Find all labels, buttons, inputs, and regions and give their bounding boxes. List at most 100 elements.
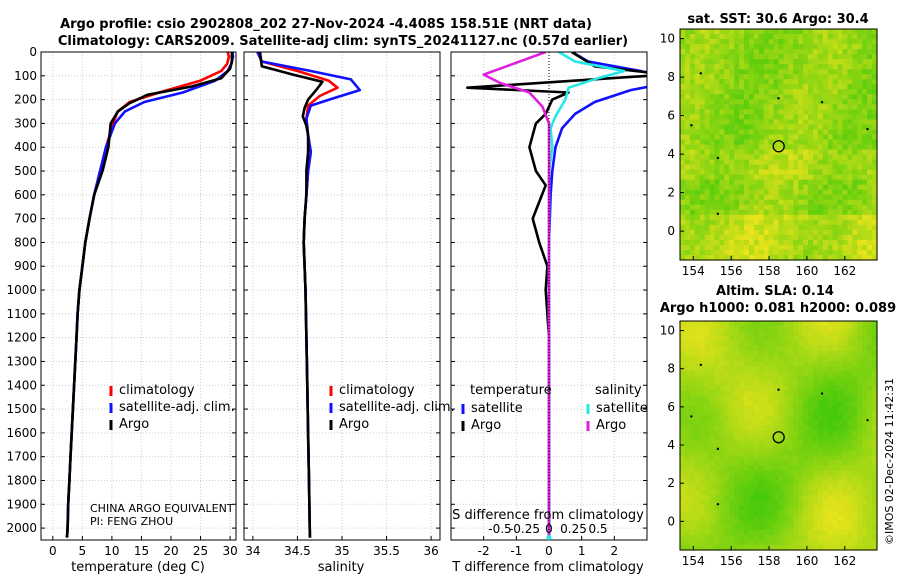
- map-cell: [788, 169, 794, 176]
- map-cell: [694, 89, 701, 95]
- map-cell: [763, 350, 770, 357]
- map-cell: [817, 79, 824, 85]
- map-cell: [753, 124, 760, 131]
- map-cell: [689, 234, 696, 241]
- map-cell: [753, 104, 760, 110]
- map-cell: [699, 114, 706, 120]
- map-cell: [822, 254, 829, 261]
- series-line-argo: [258, 52, 324, 538]
- map-cell: [808, 64, 814, 70]
- map-cell: [847, 84, 853, 90]
- map-cell: [709, 515, 716, 521]
- map-cell: [768, 500, 775, 506]
- map-cell: [724, 194, 730, 201]
- map-cell: [680, 254, 686, 261]
- map-cell: [872, 34, 878, 40]
- map-cell: [867, 340, 873, 347]
- map-cell: [798, 375, 804, 382]
- map-cell: [704, 154, 711, 161]
- map-cell: [763, 129, 770, 136]
- map-cell: [684, 415, 691, 422]
- map-cell: [798, 520, 804, 526]
- map-cell: [783, 530, 789, 536]
- map-cell: [842, 460, 849, 466]
- map-cell: [837, 149, 844, 156]
- map-cell: [763, 405, 770, 412]
- map-cell: [753, 405, 760, 412]
- map-cell: [763, 355, 770, 362]
- map-cell: [857, 174, 863, 181]
- map-cell: [744, 480, 750, 486]
- map-cell: [704, 410, 711, 417]
- map-cell: [832, 189, 839, 196]
- map-cell: [842, 375, 849, 382]
- map-cell: [783, 204, 789, 211]
- map-cell: [753, 495, 760, 501]
- map-cell: [694, 415, 701, 422]
- map-cell: [680, 39, 686, 45]
- map-cell: [739, 355, 745, 362]
- map-cell: [680, 355, 686, 362]
- map-cell: [768, 99, 775, 105]
- map-cell: [808, 505, 814, 511]
- map-cell: [744, 340, 750, 347]
- map-cell: [862, 350, 868, 357]
- map-cell: [680, 460, 686, 466]
- map-cell: [778, 129, 785, 136]
- map-cell: [832, 395, 839, 402]
- map-cell: [803, 214, 809, 221]
- map-cell: [714, 350, 720, 357]
- map-cell: [758, 134, 765, 141]
- map-cell: [822, 505, 829, 511]
- map-cell: [862, 189, 868, 196]
- map-cell: [699, 435, 706, 442]
- map-cell: [773, 520, 780, 526]
- map-cell: [694, 179, 701, 186]
- map-cell: [734, 219, 740, 226]
- map-cell: [689, 405, 696, 412]
- map-cell: [867, 530, 873, 536]
- map-cell: [842, 89, 849, 95]
- map-cell: [817, 450, 824, 457]
- map-cell: [773, 515, 780, 521]
- map-cell: [847, 74, 853, 80]
- map-cell: [714, 169, 720, 176]
- map-cell: [709, 94, 716, 100]
- map-cell: [714, 114, 720, 120]
- map-cell: [709, 39, 716, 45]
- map-cell: [739, 194, 745, 201]
- map-cell: [714, 530, 720, 536]
- map-cell: [739, 239, 745, 246]
- map-cell: [827, 325, 834, 332]
- map-cell: [758, 64, 765, 70]
- map-cell: [724, 321, 730, 327]
- map-cell: [822, 465, 829, 471]
- map-cell: [768, 365, 775, 372]
- map-cell: [768, 325, 775, 332]
- map-cell: [734, 109, 740, 115]
- map-cell: [842, 69, 849, 75]
- map-cell: [744, 545, 750, 551]
- map-cell: [872, 415, 878, 422]
- map-cell: [867, 350, 873, 357]
- map-cell: [798, 510, 804, 516]
- map-cell: [837, 490, 844, 496]
- map-cell: [862, 430, 868, 437]
- map-cell: [827, 535, 834, 541]
- map-cell: [734, 455, 740, 461]
- map-cell: [748, 179, 755, 186]
- map-cell: [817, 84, 824, 90]
- map-cell: [822, 350, 829, 357]
- map-cell: [812, 430, 819, 437]
- map-cell: [748, 229, 755, 236]
- map-cell: [699, 325, 706, 332]
- map-cell: [684, 109, 691, 115]
- map-cell: [758, 199, 765, 206]
- map-cell: [724, 124, 730, 131]
- map-cell: [872, 134, 878, 141]
- map-cell: [699, 420, 706, 427]
- map-cell: [812, 129, 819, 136]
- map-cell: [852, 485, 858, 491]
- map-cell: [689, 214, 696, 221]
- map-cell: [694, 229, 701, 236]
